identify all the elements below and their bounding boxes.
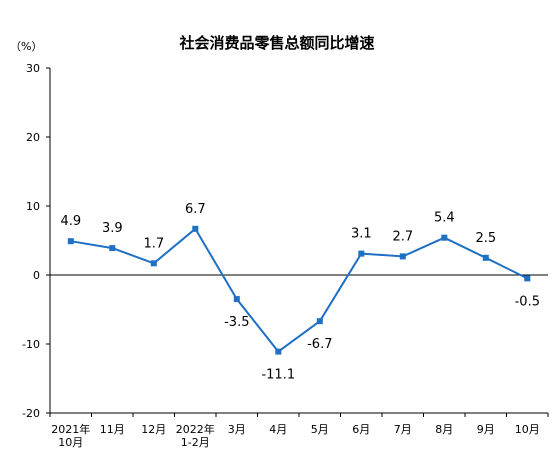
data-point <box>233 296 240 303</box>
x-tick-label: 10月 <box>515 423 540 436</box>
x-tick-label: 2022年 1-2月 <box>176 422 215 449</box>
y-tick-label: -20 <box>22 407 40 420</box>
axes <box>49 68 548 414</box>
data-point <box>524 275 531 282</box>
data-label: -11.1 <box>261 368 295 383</box>
y-axis-ticks: -20 -10 0 10 20 30 <box>22 62 50 420</box>
y-tick-label: -10 <box>22 338 40 351</box>
data-label: 1.7 <box>143 236 164 251</box>
data-point <box>275 348 282 355</box>
x-tick-label: 3月 <box>228 423 246 436</box>
chart-title: 社会消费品零售总额同比增速 <box>178 34 374 52</box>
data-point <box>316 318 323 325</box>
series-layer <box>67 225 531 355</box>
data-point <box>358 250 365 257</box>
data-point <box>482 254 489 261</box>
unit-label: （%） <box>10 40 42 53</box>
data-point <box>192 225 199 232</box>
y-tick-label: 20 <box>26 131 40 144</box>
y-tick-label: 30 <box>26 62 40 75</box>
data-label: -3.5 <box>224 315 249 330</box>
data-label: 4.9 <box>60 214 81 229</box>
data-label: 2.5 <box>475 231 496 246</box>
data-label: -0.5 <box>515 294 540 309</box>
x-tick-label: 5月 <box>311 423 329 436</box>
data-label: -6.7 <box>307 337 332 352</box>
x-tick-label: 9月 <box>477 423 495 436</box>
data-point <box>67 238 74 245</box>
data-label: 3.1 <box>351 227 372 242</box>
data-point <box>441 234 448 241</box>
y-tick-label: 0 <box>33 269 40 282</box>
data-label: 2.7 <box>392 229 413 244</box>
data-label: 6.7 <box>185 202 206 217</box>
series-line <box>70 227 528 353</box>
x-tick-label: 7月 <box>394 423 412 436</box>
x-tick-label: 6月 <box>352 423 370 436</box>
x-tick-label: 2021年 10月 <box>51 422 90 449</box>
x-tick-label: 12月 <box>141 423 166 436</box>
data-point <box>150 260 157 267</box>
y-tick-label: 10 <box>26 200 40 213</box>
data-label: 3.9 <box>102 221 123 236</box>
x-tick-label: 11月 <box>100 423 125 436</box>
data-labels: 4.9 3.9 1.7 6.7 -3.5 -11.1 -6.7 3.1 2.7 5.4 2.5 -0.… <box>60 202 540 383</box>
x-tick-label: 4月 <box>269 423 287 436</box>
data-label: 5.4 <box>434 211 455 226</box>
data-point <box>399 253 406 260</box>
x-tick-label: 8月 <box>435 423 453 436</box>
data-point <box>109 245 116 252</box>
x-axis-ticks: 2021年 10月 11月 12月 2022年 1-2月 3月 4月 5月 6月 7月 8月 9月 10月 <box>49 413 549 449</box>
